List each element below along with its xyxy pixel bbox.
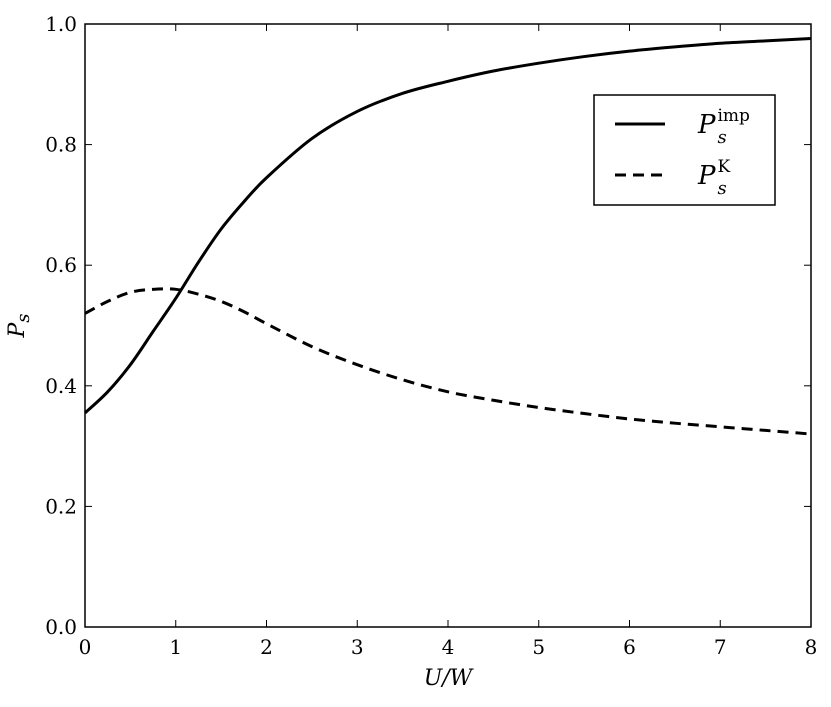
y-axis-title-main: P [5, 322, 30, 339]
y-tick-label: 0.4 [45, 374, 77, 398]
y-axis-title: Ps [5, 313, 34, 338]
x-tick-label: 8 [805, 635, 818, 659]
y-tick-label: 0.8 [45, 133, 77, 157]
x-tick-label: 7 [714, 635, 727, 659]
x-tick-label: 6 [623, 635, 636, 659]
series-layer [83, 36, 812, 436]
y-tick-label: 0.0 [45, 615, 77, 639]
series-line-k [84, 287, 812, 436]
x-tick-label: 1 [169, 635, 182, 659]
x-tick-label: 2 [260, 635, 273, 659]
y-tick-label: 0.2 [45, 494, 77, 518]
x-tick-label: 5 [532, 635, 545, 659]
x-tick-label: 4 [442, 635, 455, 659]
y-axis-title-sub: s [13, 313, 34, 322]
axis-ticks: 0 1 2 3 4 5 6 7 8 0.0 0.2 0.4 0.6 0.8 1.0 [45, 12, 817, 659]
series-line-imp [83, 36, 812, 415]
x-axis-title: U/W [424, 666, 475, 691]
y-tick-label: 0.6 [45, 253, 77, 277]
y-tick-label: 1.0 [45, 12, 77, 36]
legend-box [593, 94, 776, 206]
x-tick-label: 0 [79, 635, 92, 659]
svg-text:Ps: Ps [5, 313, 34, 338]
x-tick-label: 3 [351, 635, 364, 659]
